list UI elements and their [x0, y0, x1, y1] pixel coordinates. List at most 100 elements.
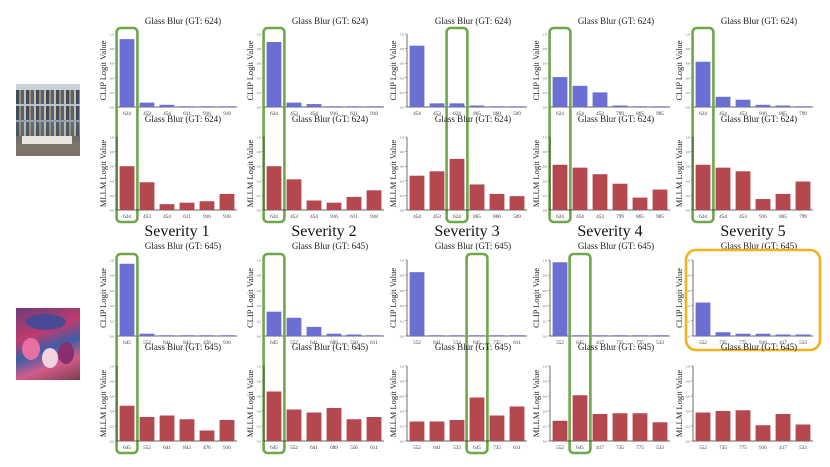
y-tick-label: 0.2 — [686, 91, 691, 95]
x-tick-label: 918 — [223, 111, 231, 117]
bar-552 — [409, 421, 425, 441]
x-tick-label: 453 — [433, 214, 441, 220]
y-tick-label: 1.0 — [257, 259, 262, 263]
x-tick-label: 799 — [799, 111, 807, 117]
x-tick-label: 624 — [556, 111, 564, 117]
y-tick-label: 0.8 — [543, 47, 548, 51]
y-tick-label: 0.0 — [543, 335, 548, 339]
y-tick-label: 1.0 — [110, 136, 115, 140]
x-tick-label: 645 — [123, 340, 131, 346]
y-tick-label: 1.0 — [543, 259, 548, 263]
y-tick-label: 0.0 — [400, 440, 405, 444]
bar-905 — [652, 106, 668, 107]
y-tick-label: 0.8 — [400, 150, 405, 154]
y-tick-label: 0.0 — [257, 335, 262, 339]
desk-shape — [22, 136, 72, 144]
x-tick-label: 735 — [616, 445, 624, 451]
bar-552 — [286, 409, 302, 441]
x-tick-label: 624 — [123, 214, 131, 220]
y-tick-label: 0.6 — [400, 165, 405, 169]
figure-shape — [42, 348, 58, 368]
figure-shape — [22, 338, 40, 360]
bar-865 — [632, 106, 648, 107]
y-tick-label: 0.4 — [400, 304, 405, 308]
x-tick-label: 552 — [290, 340, 298, 346]
x-tick-label: 916 — [203, 111, 211, 117]
x-tick-label: 624 — [270, 214, 278, 220]
x-tick-label: 645 — [576, 340, 584, 346]
subplot-A-clip-sev4: 1.0 0.8 0.6 0.4 0.2 0.0 CLIP Logit Value Glass … — [531, 16, 670, 117]
subplot-title: Glass Blur (GT: 624) — [721, 16, 797, 26]
y-tick-label: 1.0 — [400, 33, 405, 37]
y-tick-label: 0.2 — [686, 319, 691, 323]
x-tick-label: 476 — [203, 445, 211, 451]
y-axis-label: MLLM Logit Value — [98, 370, 108, 438]
severity-label: Severity 4 — [577, 223, 642, 240]
x-tick-label: 454 — [163, 214, 171, 220]
bar-645 — [119, 263, 135, 336]
bar-624 — [695, 164, 711, 210]
x-tick-label: 735 — [493, 445, 501, 451]
x-tick-label: 453 — [596, 214, 604, 220]
y-tick-label: 0.8 — [110, 274, 115, 278]
y-tick-label: 0.2 — [110, 319, 115, 323]
subplot-B-clip-sev1: 1.0 0.8 0.6 0.4 0.2 0.0 CLIP Logit Value Glass … — [98, 241, 237, 346]
bar-641 — [306, 326, 322, 336]
y-tick-label: 0.0 — [110, 209, 115, 213]
x-tick-label: 865 — [779, 214, 787, 220]
y-tick-label: 0.4 — [543, 410, 548, 414]
bar-645 — [469, 335, 485, 336]
bar-533 — [795, 334, 811, 336]
y-tick-label: 0.6 — [257, 289, 262, 293]
y-tick-label: 0.4 — [110, 76, 115, 80]
bar-735 — [489, 415, 505, 441]
y-axis-label: CLIP Logit Value — [245, 268, 255, 328]
bar-645 — [119, 405, 135, 441]
x-tick-label: 552 — [413, 340, 421, 346]
bar-689 — [326, 333, 342, 336]
bar-624 — [119, 166, 135, 210]
x-tick-label: 775 — [739, 340, 747, 346]
bar-533 — [652, 422, 668, 441]
bar-865 — [469, 184, 485, 210]
bar-533 — [449, 420, 465, 441]
bar-799 — [795, 106, 811, 107]
x-tick-label: 799 — [616, 111, 624, 117]
bar-454 — [306, 200, 322, 210]
bar-905 — [652, 189, 668, 210]
x-tick-label: 865 — [636, 111, 644, 117]
y-tick-label: 0.2 — [543, 319, 548, 323]
y-tick-label: 0.6 — [543, 62, 548, 66]
x-tick-label: 916 — [223, 445, 231, 451]
bar-735 — [715, 411, 731, 441]
subplot-A-clip-sev3: 1.0 0.8 0.6 0.4 0.2 0.0 CLIP Logit Value Glass … — [388, 16, 527, 117]
x-tick-label: 624 — [123, 111, 131, 117]
x-tick-label: 509 — [513, 214, 521, 220]
x-tick-label: 624 — [453, 214, 461, 220]
x-tick-label: 454 — [719, 214, 727, 220]
y-tick-label: 0.2 — [400, 194, 405, 198]
bar-454 — [409, 45, 425, 107]
y-axis-label: CLIP Logit Value — [98, 268, 108, 328]
y-tick-label: 0.6 — [686, 289, 691, 293]
x-tick-label: 641 — [310, 445, 318, 451]
y-tick-label: 0.6 — [257, 395, 262, 399]
bar-918 — [219, 106, 235, 107]
bar-611 — [346, 106, 362, 107]
x-tick-label: 552 — [143, 445, 151, 451]
y-tick-label: 1.0 — [257, 136, 262, 140]
bar-641 — [429, 335, 445, 336]
y-tick-label: 0.0 — [257, 106, 262, 110]
x-tick-label: 611 — [370, 445, 378, 451]
y-tick-label: 1.0 — [257, 365, 262, 369]
bar-735 — [612, 413, 628, 441]
y-tick-label: 0.6 — [686, 395, 691, 399]
bar-624 — [552, 164, 568, 210]
y-tick-label: 1.0 — [400, 365, 405, 369]
subplot-title: Glass Blur (GT: 624) — [435, 16, 511, 26]
bar-843 — [179, 419, 195, 441]
bookshelf-shape — [16, 122, 80, 136]
x-tick-label: 533 — [453, 340, 461, 346]
